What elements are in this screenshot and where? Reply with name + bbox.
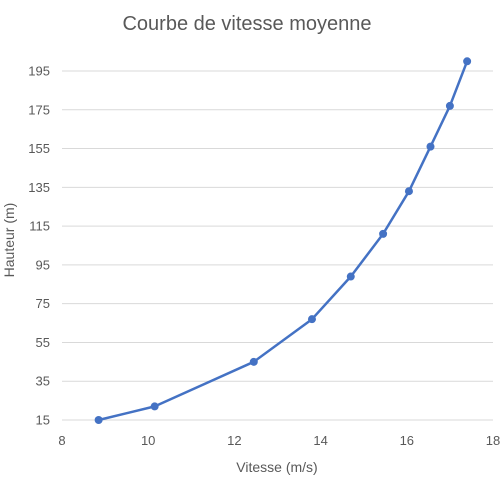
data-point-6 [404, 187, 413, 196]
y-tick-label: 175 [28, 102, 50, 117]
y-axis-title: Hauteur (m) [1, 203, 17, 278]
data-point-4 [346, 272, 355, 281]
x-tick-label: 18 [486, 433, 500, 448]
x-axis-title: Vitesse (m/s) [236, 459, 317, 475]
y-tick-label: 55 [36, 335, 50, 350]
y-tick-label: 95 [36, 257, 50, 272]
data-point-9 [463, 57, 472, 66]
series-group [94, 57, 472, 424]
y-tick-label: 135 [28, 180, 50, 195]
y-tick-label: 155 [28, 141, 50, 156]
chart-title: Courbe de vitesse moyenne [122, 13, 371, 35]
x-tick-label: 12 [227, 433, 241, 448]
data-point-5 [379, 229, 388, 238]
series-line-0 [98, 60, 469, 422]
y-tick-label: 15 [36, 413, 50, 428]
data-point-2 [249, 357, 258, 366]
y-tick-label: 115 [29, 219, 50, 234]
data-point-0 [94, 416, 103, 424]
y-axis-ticks: 15 35 55 75 95 115 135 155 175 195 [28, 64, 50, 428]
x-tick-label: 16 [400, 433, 414, 448]
gridlines [62, 70, 493, 421]
x-axis-ticks: 8 10 12 14 16 18 [58, 433, 500, 448]
data-point-8 [445, 101, 454, 110]
y-tick-label: 195 [28, 64, 50, 79]
data-point-1 [150, 402, 159, 411]
x-tick-label: 8 [58, 433, 65, 448]
y-tick-label: 35 [36, 374, 50, 389]
x-tick-label: 10 [141, 433, 155, 448]
y-tick-label: 75 [36, 296, 50, 311]
data-point-3 [307, 315, 316, 324]
x-tick-label: 14 [313, 433, 327, 448]
data-point-7 [426, 142, 435, 151]
